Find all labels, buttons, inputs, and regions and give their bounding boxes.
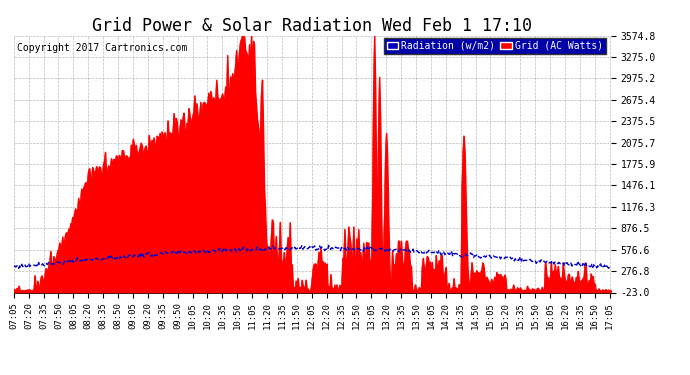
Legend: Radiation (w/m2), Grid (AC Watts): Radiation (w/m2), Grid (AC Watts) <box>384 38 606 54</box>
Text: Copyright 2017 Cartronics.com: Copyright 2017 Cartronics.com <box>17 44 187 53</box>
Title: Grid Power & Solar Radiation Wed Feb 1 17:10: Grid Power & Solar Radiation Wed Feb 1 1… <box>92 18 532 36</box>
